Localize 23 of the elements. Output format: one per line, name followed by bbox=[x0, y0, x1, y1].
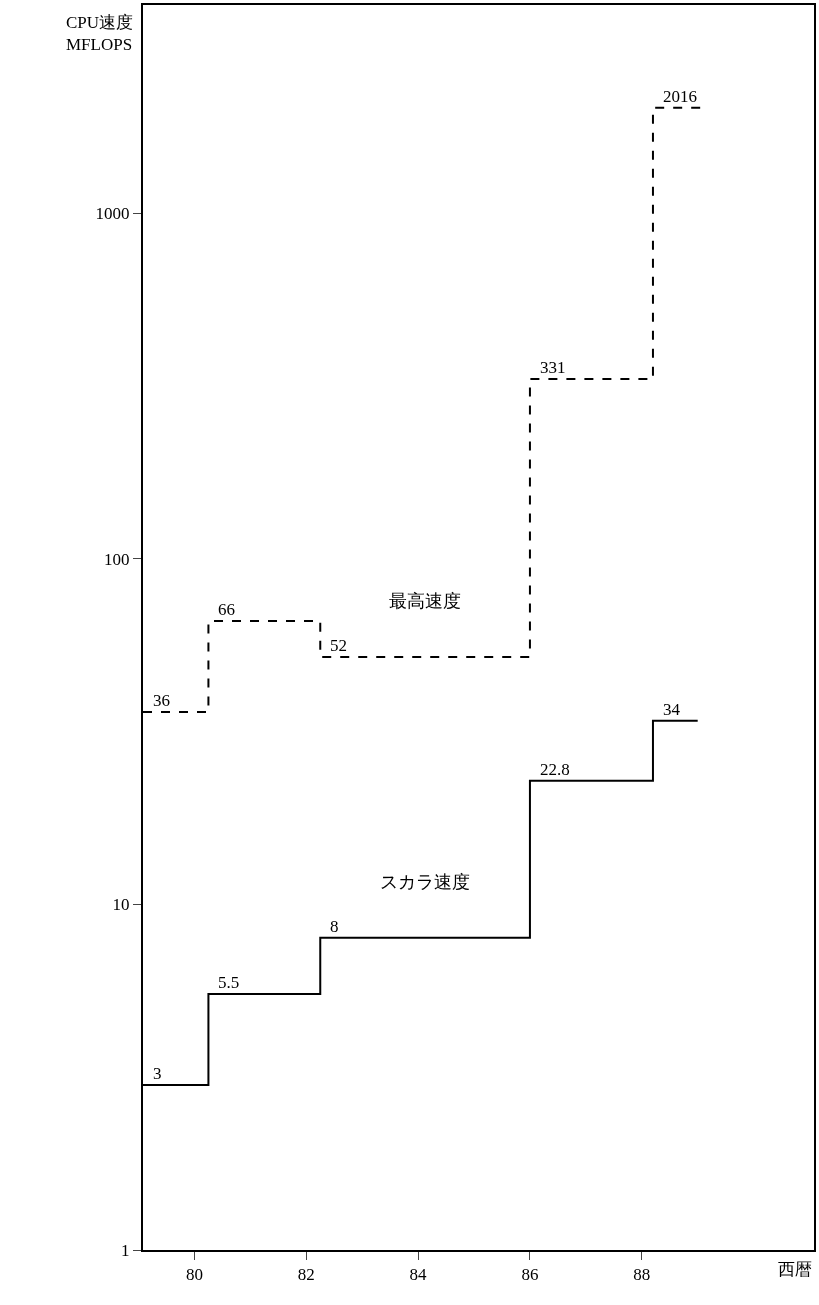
data-label: 5.5 bbox=[218, 973, 240, 992]
y-tick-label: 100 bbox=[104, 549, 130, 569]
x-tick-label: 84 bbox=[409, 1265, 428, 1285]
data-label: 36 bbox=[153, 691, 170, 710]
data-label: 52 bbox=[330, 636, 347, 655]
data-label: 8 bbox=[330, 917, 339, 936]
data-label: 34 bbox=[663, 700, 681, 719]
x-axis-title: 西暦 bbox=[778, 1260, 812, 1279]
data-label: 22.8 bbox=[540, 760, 570, 779]
x-tick-label: 86 bbox=[521, 1265, 539, 1285]
text: 最高速度 bbox=[389, 591, 461, 611]
data-label: 66 bbox=[218, 600, 235, 619]
data-label: 331 bbox=[540, 358, 566, 377]
data-label: 3 bbox=[153, 1064, 162, 1083]
data-label: 2016 bbox=[663, 87, 697, 106]
text: スカラ速度 bbox=[380, 872, 470, 892]
y-tick-label: 1 bbox=[121, 1240, 130, 1260]
x-tick-label: 80 bbox=[185, 1265, 203, 1285]
x-tick-label: 88 bbox=[633, 1265, 651, 1285]
y-tick-label: 1000 bbox=[95, 204, 130, 224]
x-tick-label: 82 bbox=[297, 1265, 315, 1285]
y-axis-title: CPU速度 MFLOPS bbox=[66, 13, 134, 55]
y-tick-label: 10 bbox=[112, 895, 130, 915]
